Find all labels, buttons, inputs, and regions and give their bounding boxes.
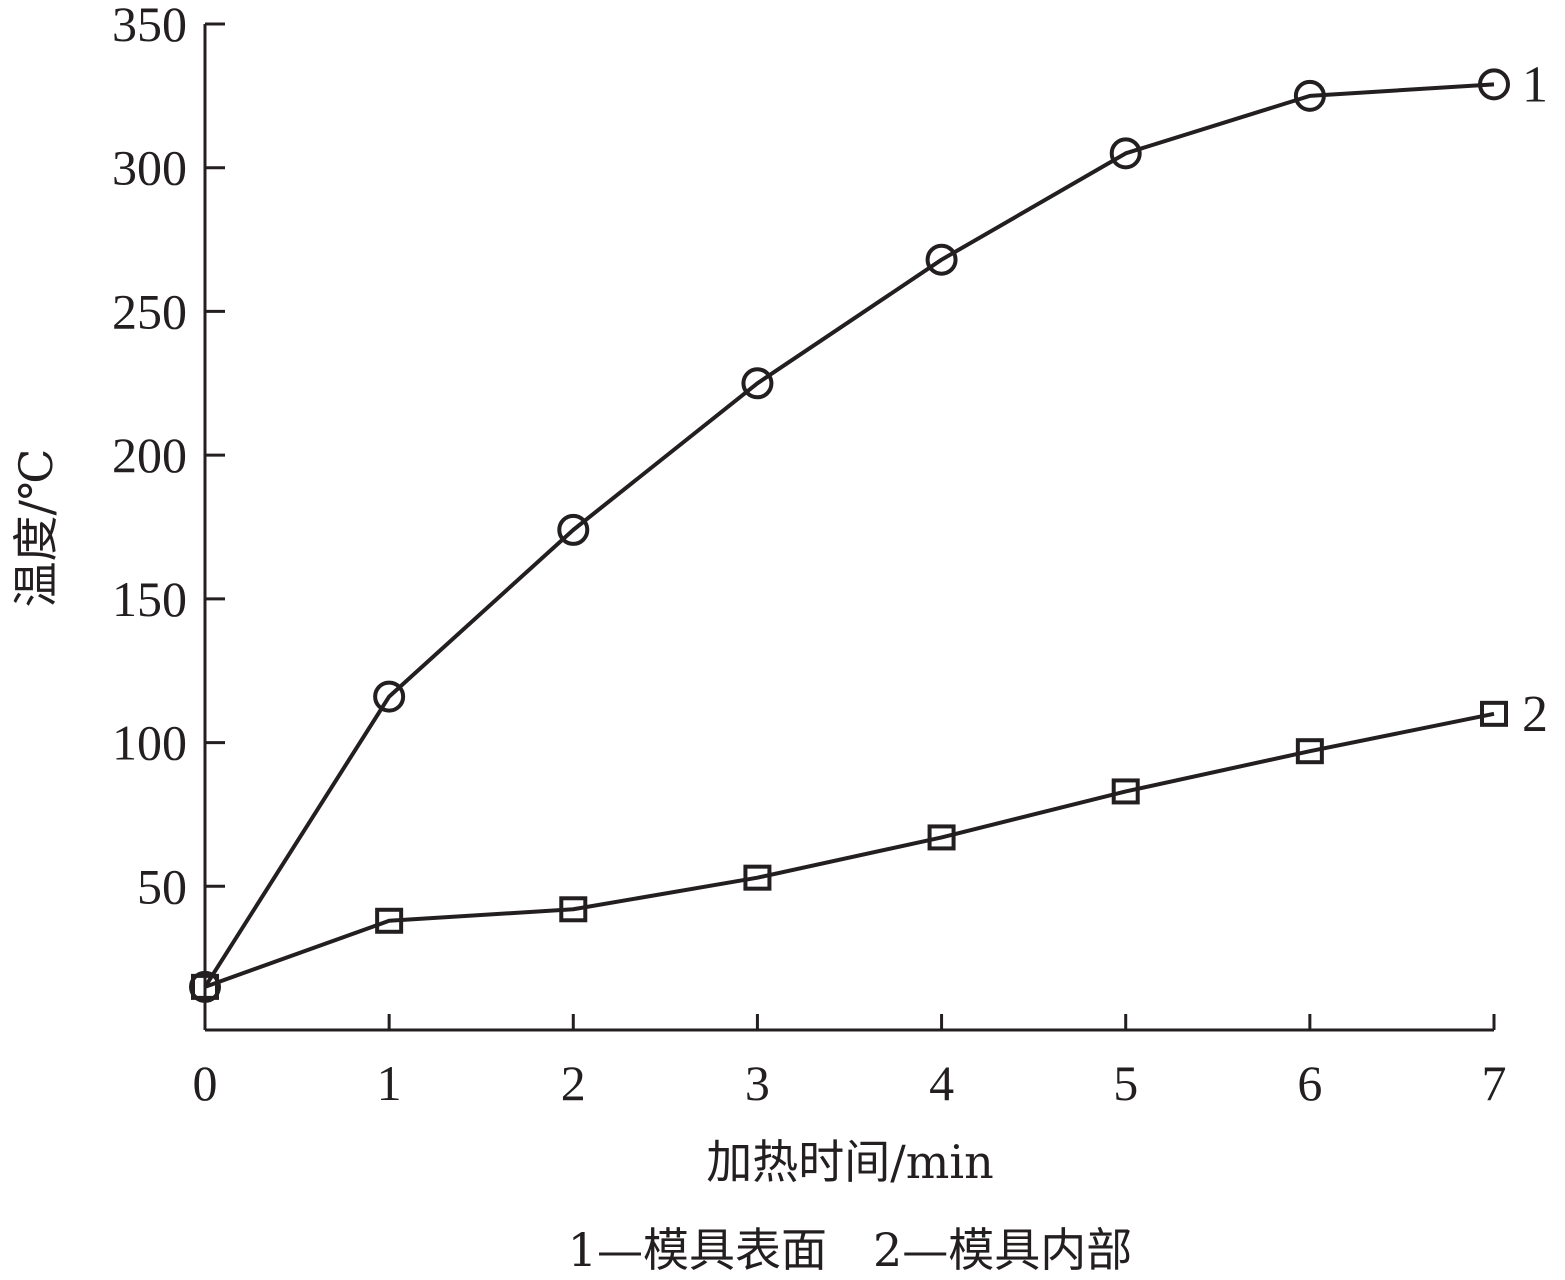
y-tick-label: 150 [112, 571, 187, 627]
y-tick-label: 250 [112, 283, 187, 339]
data-point-square [191, 973, 219, 1000]
data-point-circle [925, 243, 958, 276]
data-point-circle [1109, 137, 1142, 170]
series-label: 1 [1522, 56, 1548, 113]
data-point-square [1480, 700, 1508, 727]
series-1-line [203, 82, 1495, 988]
data-point-circle [1478, 68, 1510, 101]
y-tick-label: 100 [112, 715, 187, 771]
series-2-line [204, 711, 1495, 989]
data-point-circle [741, 367, 774, 400]
series-1: 1 [189, 56, 1548, 1003]
series-layer: 12 [189, 56, 1548, 1003]
y-tick-label: 200 [112, 427, 187, 483]
x-tick-label: 2 [561, 1055, 586, 1111]
y-tick-label: 350 [112, 0, 187, 52]
data-point-square [1111, 778, 1140, 805]
chart-caption: 1—模具表面 2—模具内部 [568, 1223, 1133, 1277]
series-2: 2 [191, 686, 1548, 1000]
x-tick-label: 7 [1482, 1055, 1507, 1111]
data-point-circle [1293, 79, 1326, 112]
x-tick-label: 6 [1297, 1055, 1322, 1111]
data-point-square [927, 824, 956, 851]
x-tick-label: 5 [1113, 1055, 1138, 1111]
y-axis-title: 温度/℃ [9, 449, 63, 608]
x-tick-label: 4 [929, 1055, 954, 1111]
data-point-circle [373, 680, 406, 713]
data-point-square [375, 907, 404, 934]
axes: 50 100 150 200 250 300 350 0 1 2 3 4 5 6 7 [112, 0, 1507, 1111]
data-point-square [1295, 738, 1324, 765]
x-tick-label: 3 [745, 1055, 770, 1111]
data-point-circle [557, 513, 590, 546]
data-point-square [743, 864, 772, 891]
x-tick-label: 0 [193, 1055, 218, 1111]
series-label: 2 [1522, 686, 1548, 743]
y-tick-label: 50 [137, 858, 187, 914]
y-tick-label: 300 [112, 140, 187, 196]
x-axis-title: 加热时间/min [706, 1135, 993, 1189]
data-point-square [559, 896, 588, 923]
x-tick-label: 1 [377, 1055, 402, 1111]
